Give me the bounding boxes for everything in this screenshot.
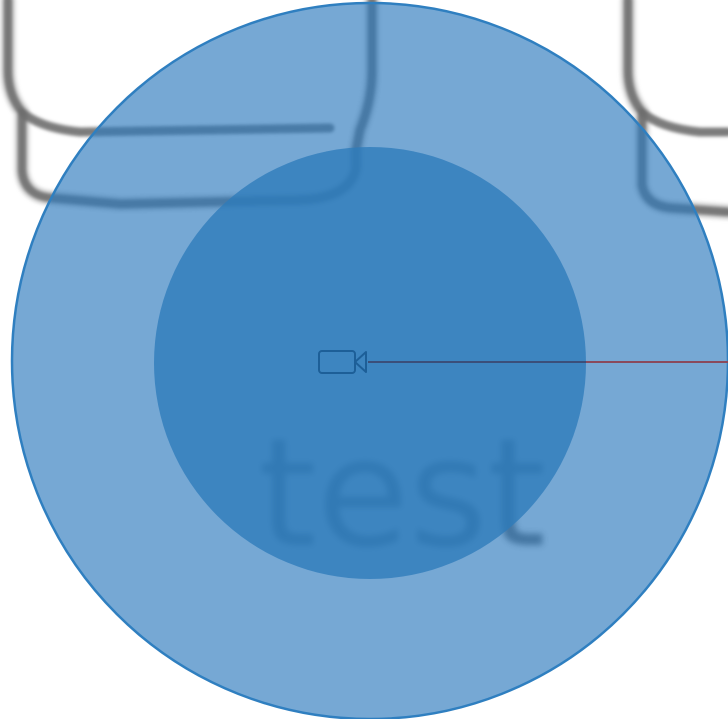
background-outline-left-inner xyxy=(17,107,335,137)
video-camera-icon[interactable] xyxy=(318,350,367,374)
background-outline-right-inner xyxy=(637,107,728,137)
camera-lens xyxy=(354,351,367,373)
